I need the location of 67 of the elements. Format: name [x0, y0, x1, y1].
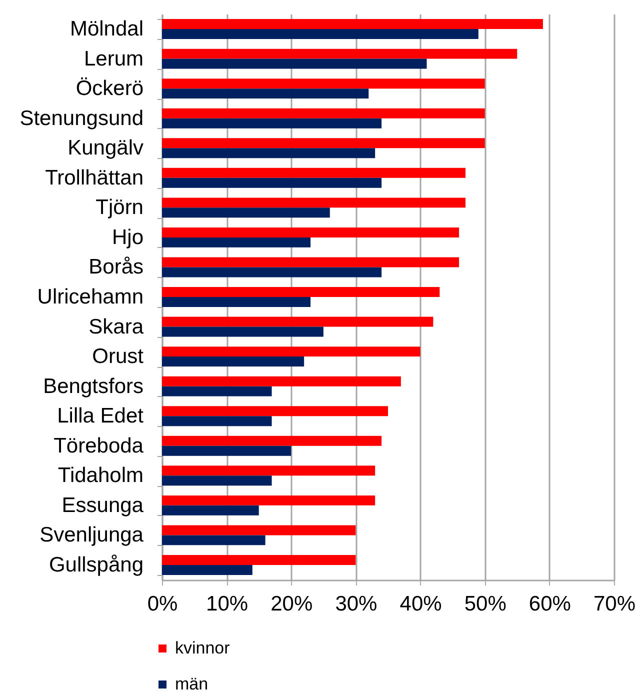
y-tick-label: Hjo [112, 226, 144, 249]
bar [162, 138, 485, 148]
y-tick-label: Tjörn [96, 196, 144, 220]
x-tick-label: 50% [464, 592, 506, 616]
y-tick-label: Skara [88, 315, 144, 338]
bar [162, 168, 466, 178]
bar [162, 535, 266, 546]
bar [162, 326, 324, 337]
x-tick-label: 0% [147, 592, 178, 616]
bar [162, 108, 485, 118]
y-tick-label: Kungälv [68, 136, 144, 160]
y-tick-label: Svenljunga [40, 524, 144, 547]
bar [162, 48, 518, 59]
bar [162, 88, 369, 99]
y-tick-label: Ulricehamn [37, 286, 144, 308]
bar [162, 356, 304, 367]
y-tick-label: Bengtsfors [43, 374, 144, 398]
bar [162, 29, 478, 40]
bar [162, 287, 440, 297]
bar [162, 416, 272, 426]
bar [162, 257, 460, 268]
bar [162, 564, 252, 575]
bar [162, 297, 311, 307]
bar [162, 78, 485, 89]
y-tick-label: Orust [92, 345, 144, 368]
x-tick-label: 70% [593, 592, 636, 616]
y-tick-label: Trollhättan [45, 166, 144, 190]
y-tick-label: Stenungsund [20, 106, 144, 130]
y-tick-label: Töreboda [54, 434, 144, 458]
bar [162, 505, 259, 516]
bar [162, 525, 356, 536]
legend-label: kvinnor [175, 638, 230, 658]
bar [162, 267, 382, 278]
y-tick-label: Gullspång [48, 553, 144, 576]
x-tick-label: 20% [270, 592, 313, 616]
bar [162, 58, 427, 69]
x-tick-label: 40% [400, 592, 442, 616]
bar [162, 178, 382, 188]
bar [162, 118, 382, 128]
bar [162, 227, 460, 238]
bar [162, 495, 376, 506]
bar [162, 346, 420, 357]
legend-label: män [175, 674, 208, 694]
bar [162, 148, 376, 158]
bar [162, 376, 401, 386]
bar [162, 316, 434, 327]
y-tick-label: Tidaholm [58, 464, 144, 488]
bar [162, 466, 376, 476]
x-tick-label: 30% [335, 592, 378, 616]
bar [162, 476, 272, 486]
bar [162, 237, 311, 248]
bar [162, 406, 388, 416]
y-tick-label: Borås [88, 256, 144, 279]
bar [162, 436, 382, 446]
y-tick-label: Lerum [84, 47, 144, 70]
y-tick-label: Essunga [62, 494, 144, 517]
x-tick-label: 60% [528, 592, 571, 616]
y-tick-label: Lilla Edet [57, 404, 144, 428]
bar [162, 208, 330, 218]
bar [162, 19, 543, 30]
bar [162, 198, 466, 208]
bar [162, 386, 272, 396]
bar [162, 446, 292, 456]
y-tick-label: Öckerö [76, 77, 144, 100]
bar [162, 554, 356, 565]
y-tick-label: Mölndal [70, 18, 144, 41]
x-tick-label: 10% [206, 592, 248, 616]
